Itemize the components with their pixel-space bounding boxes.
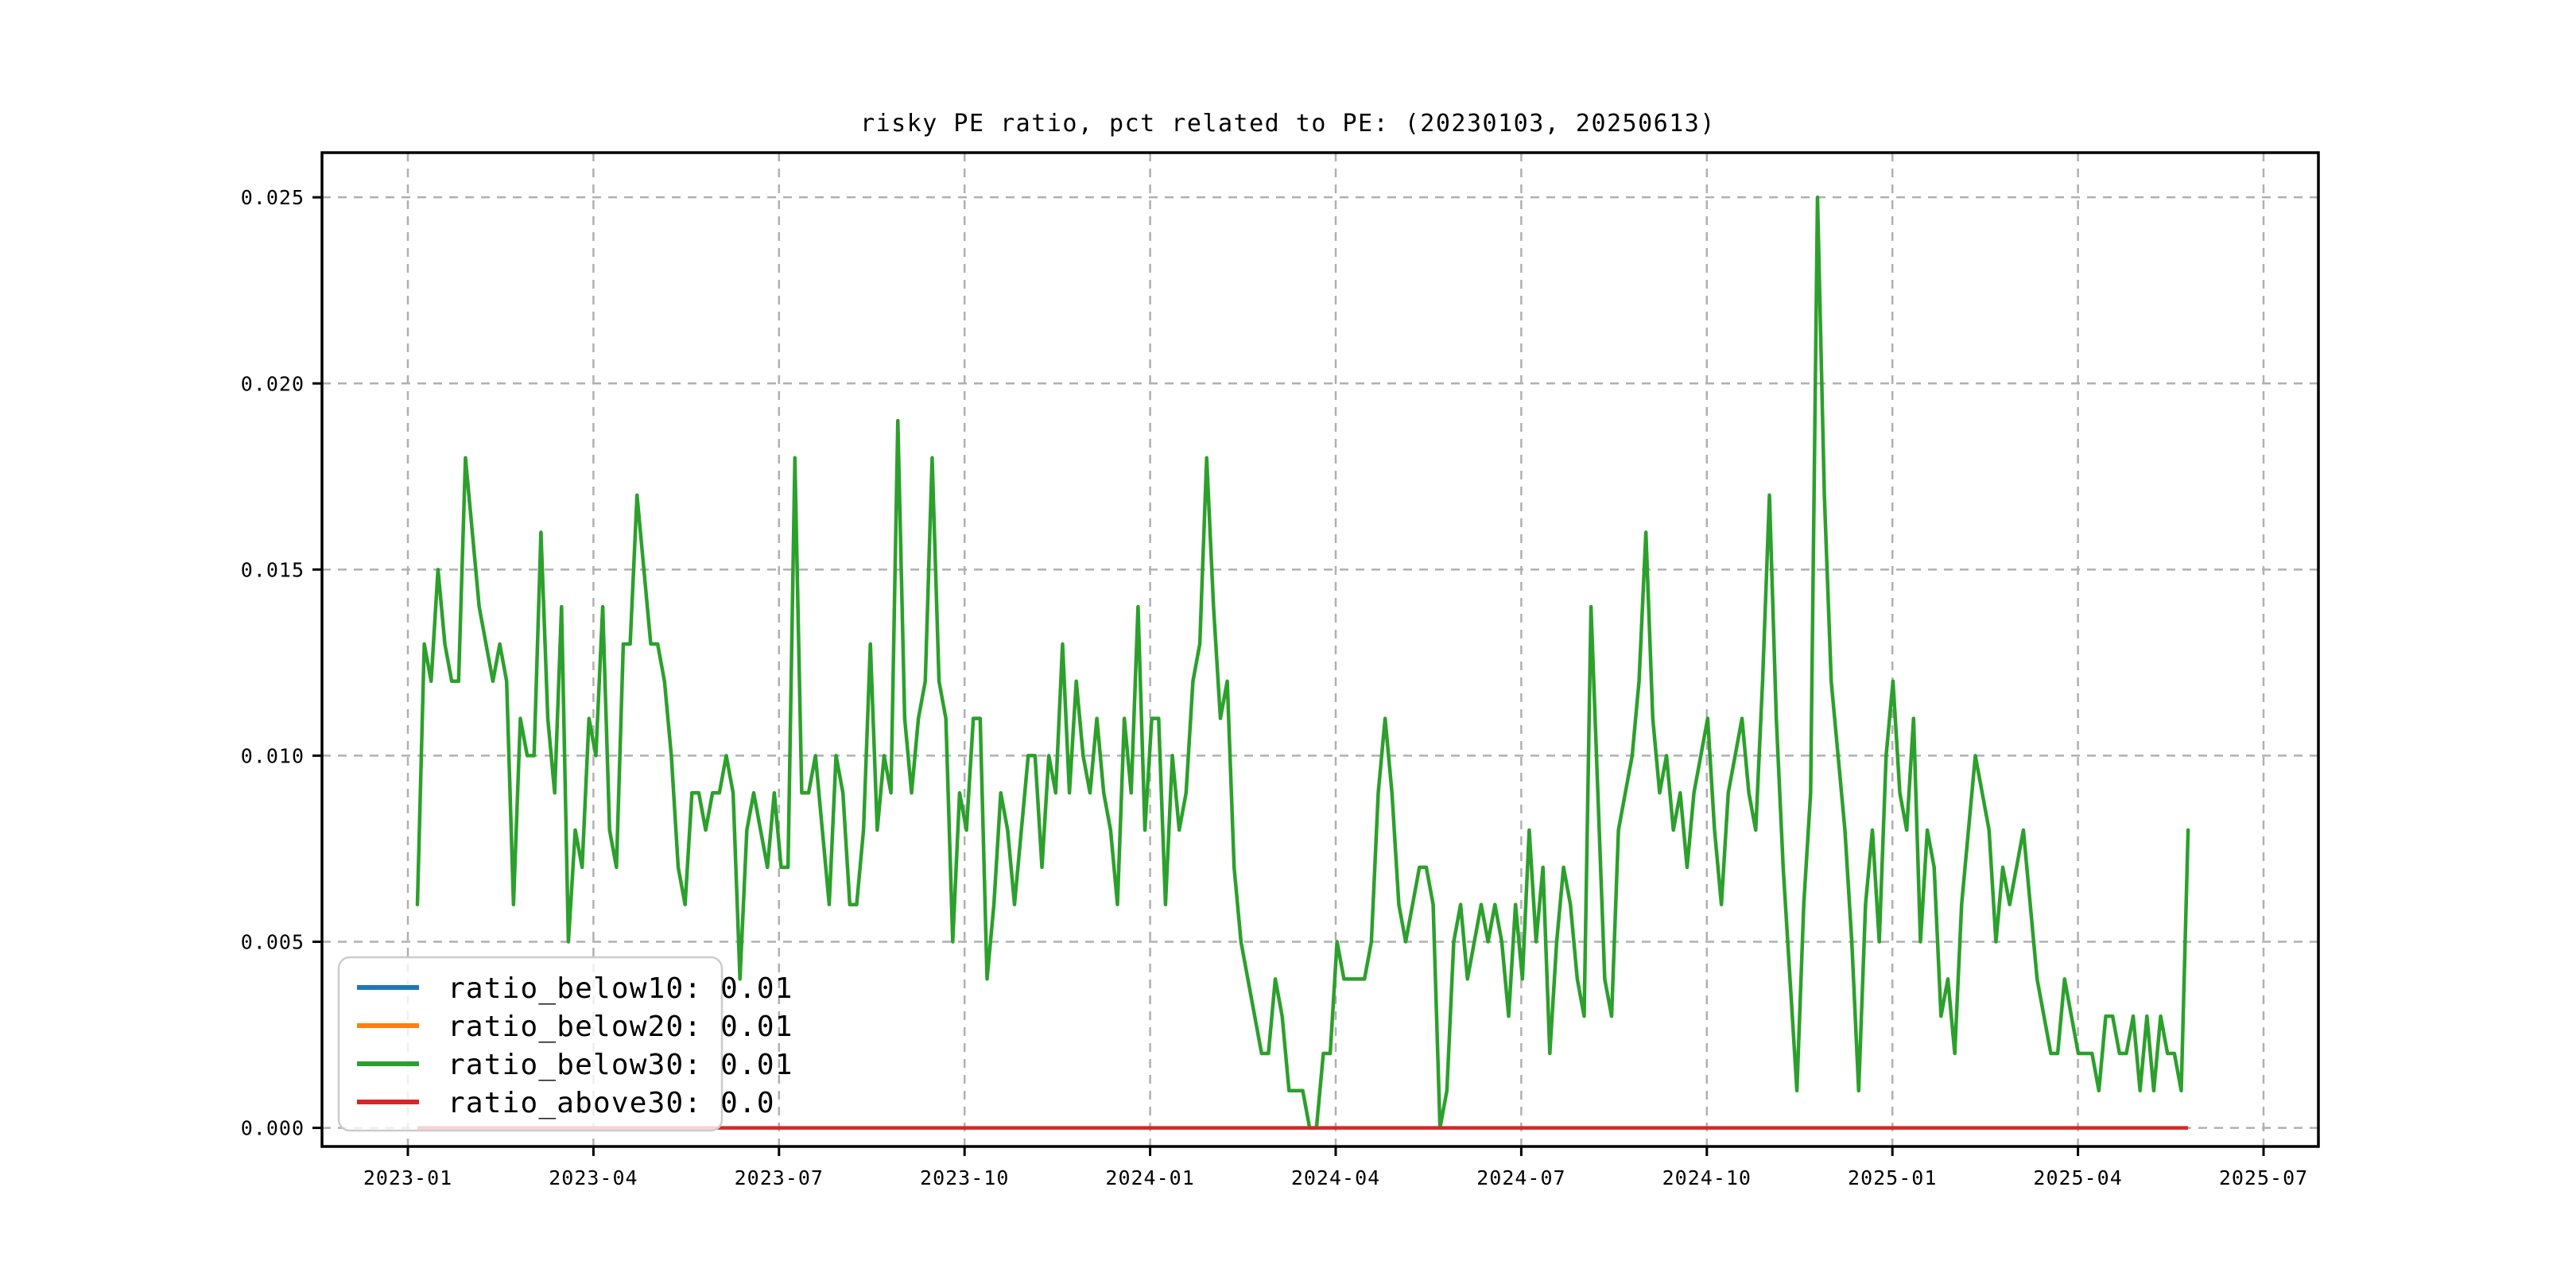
legend-label-ratio_above30: ratio_above30: 0.0 xyxy=(448,1087,775,1119)
vertical-gridlines xyxy=(406,153,2265,1146)
legend-label-ratio_below20: ratio_below20: 0.01 xyxy=(448,1011,793,1043)
y-tick-label: 0.000 xyxy=(241,1117,305,1140)
x-tick-label: 2023-10 xyxy=(920,1166,1009,1189)
y-tick-label: 0.015 xyxy=(241,558,305,581)
x-tick-label: 2024-10 xyxy=(1662,1166,1752,1189)
x-tick-label: 2023-01 xyxy=(363,1166,452,1189)
y-tick-label: 0.005 xyxy=(241,931,305,954)
legend-entries: ratio_below10: 0.01 ratio_below20: 0.01 ra… xyxy=(357,972,793,1119)
y-axis-tick-labels: 0.000 0.005 0.010 0.015 0.020 0.025 xyxy=(241,186,305,1140)
legend-label-ratio_below30: ratio_below30: 0.01 xyxy=(448,1049,793,1081)
x-axis-tick-labels: 2023-01 2023-04 2023-07 2023-10 2024-01 2024-… xyxy=(363,1166,2308,1189)
y-tick-label: 0.010 xyxy=(241,744,305,767)
axes-spines xyxy=(320,151,2320,1148)
x-tick-label: 2023-07 xyxy=(735,1166,824,1189)
x-tick-label: 2025-07 xyxy=(2219,1166,2308,1189)
y-tick-label: 0.020 xyxy=(241,372,305,395)
legend-label-ratio_below10: ratio_below10: 0.01 xyxy=(448,972,793,1005)
x-tick-label: 2025-01 xyxy=(1848,1166,1937,1189)
x-axis-ticks xyxy=(406,1146,2265,1156)
y-axis-ticks xyxy=(312,196,322,1130)
x-tick-label: 2024-07 xyxy=(1476,1166,1565,1189)
x-tick-label: 2023-04 xyxy=(549,1166,638,1189)
x-tick-label: 2024-04 xyxy=(1291,1166,1380,1189)
x-tick-label: 2024-01 xyxy=(1105,1166,1194,1189)
y-tick-label: 0.025 xyxy=(241,186,305,209)
legend-box xyxy=(337,956,724,1132)
x-tick-label: 2025-04 xyxy=(2033,1166,2122,1189)
chart-legend[interactable]: ratio_below10: 0.01 ratio_below20: 0.01 ra… xyxy=(337,956,793,1132)
chart-title: risky PE ratio, pct related to PE: (2023… xyxy=(860,110,1716,138)
series-line-ratio_below30 xyxy=(415,195,2190,1130)
